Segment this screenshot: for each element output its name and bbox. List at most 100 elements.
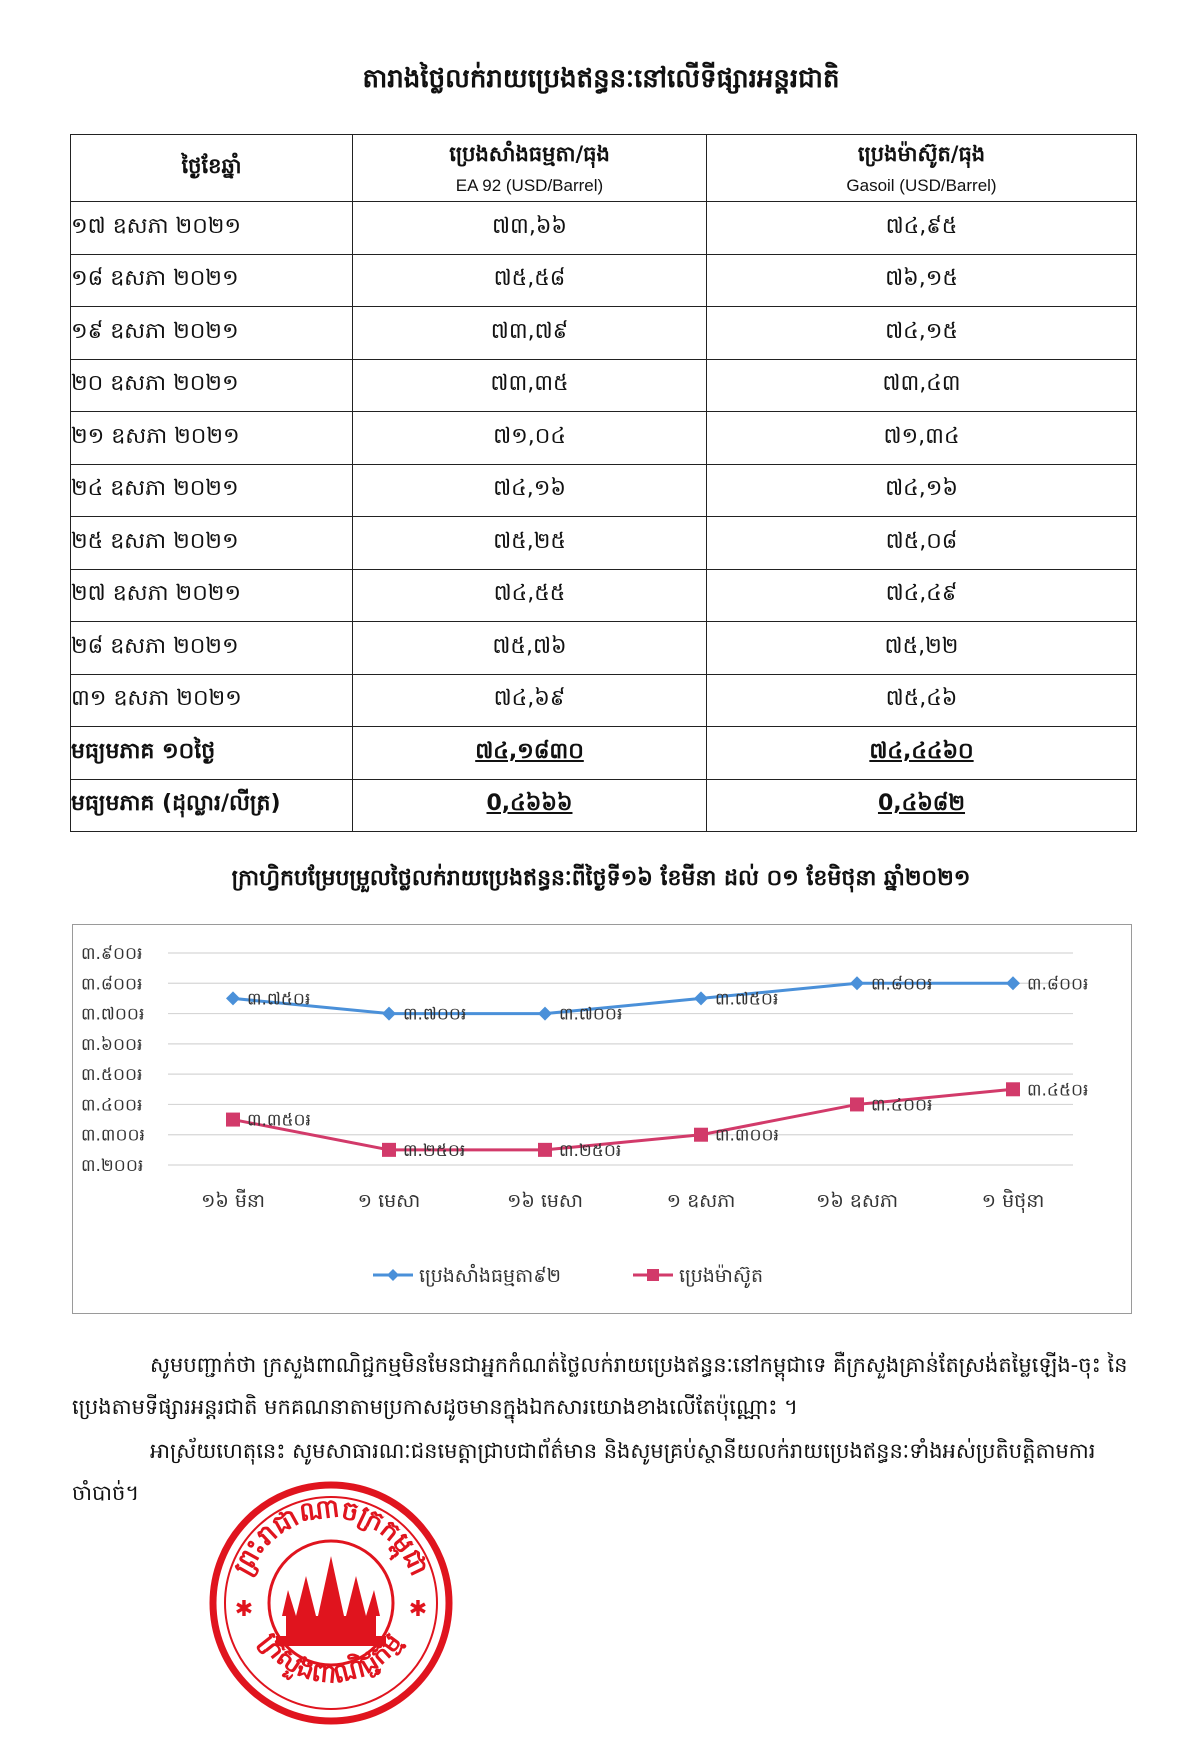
- gasoil-price-cell: ៧៤,៩៥: [706, 201, 1137, 255]
- chart-title: ក្រាហ្វិកបម្រែបម្រួលថ្លៃលក់រាយប្រេងឥន្ធន…: [231, 866, 971, 891]
- table-row: ២១ ឧសភា ២០២១ ៧១,០៤ ៧១,៣៤: [70, 411, 1137, 465]
- table-row: ២៨ ឧសភា ២០២១ ៧៥,៧៦ ៧៥,២២: [70, 621, 1137, 675]
- data-point: [226, 1112, 240, 1127]
- gasoil-price-cell: ៧៦,១៥: [706, 253, 1137, 307]
- date-cell: ១៨ ឧសភា ២០២១: [70, 253, 353, 307]
- data-label: ៣.៨០០៛: [1027, 974, 1088, 994]
- data-point: [850, 976, 864, 991]
- table-row: ២៤ ឧសភា ២០២១ ៧៤,១៦ ៧៤,១៦: [70, 463, 1137, 517]
- data-point: [850, 1097, 864, 1112]
- ea92-price-cell: ៧៤,៥៥: [352, 568, 707, 622]
- legend-label: ប្រេងសាំងធម្មតា៩២: [419, 1263, 561, 1287]
- gasoil-price-cell: ៧៥,៤៦: [706, 673, 1137, 727]
- average-per-litre-ea92: 0,៤៦៦៦: [352, 778, 707, 832]
- date-cell: ២៧ ឧសភា ២០២១: [70, 568, 353, 622]
- table-body: ១៧ ឧសភា ២០២១ ៧៣,៦៦ ៧៤,៩៥ ១៨ ឧសភា ២០២១ ៧៥…: [70, 201, 1137, 832]
- header-ea92: ប្រេងសាំងធម្មតា/ធុង EA 92 (USD/Barrel): [352, 134, 707, 202]
- legend-marker: [647, 1269, 659, 1281]
- data-label: ៣.២៥០៛: [403, 1141, 465, 1161]
- y-tick-label: ៣.៥០០៛: [81, 1065, 142, 1085]
- table-row: ១៧ ឧសភា ២០២១ ៧៣,៦៦ ៧៤,៩៥: [70, 201, 1137, 255]
- legend-label: ប្រេងម៉ាស៊ូត: [679, 1264, 763, 1289]
- gasoil-price-cell: ៧៤,១៦: [706, 463, 1137, 517]
- x-tick-label: ១៦ មីនា: [201, 1188, 265, 1212]
- y-tick-label: ៣.២០០៛: [81, 1156, 143, 1176]
- x-tick-label: ១ មិថុនា: [982, 1188, 1045, 1214]
- table-row: ៣១ ឧសភា ២០២១ ៧៤,៦៩ ៧៥,៤៦: [70, 673, 1137, 727]
- ea92-price-cell: ៧៥,២៥: [352, 516, 707, 570]
- data-label: ៣.៧៥០៛: [247, 989, 310, 1009]
- date-cell: ២៨ ឧសភា ២០២១: [70, 621, 353, 675]
- price-table: ថ្ងៃខែឆ្នាំ ប្រេងសាំងធម្មតា/ធុង EA 92 (U…: [70, 134, 1137, 832]
- y-tick-label: ៣.៣០០៛: [81, 1126, 145, 1146]
- x-tick-label: ១៦ ឧសភា: [816, 1190, 898, 1212]
- data-label: ៣.៧៥០៛: [715, 989, 778, 1009]
- ea92-price-cell: ៧៥,៧៦: [352, 621, 707, 675]
- date-cell: ៣១ ឧសភា ២០២១: [70, 673, 353, 727]
- data-point: [226, 991, 240, 1006]
- date-cell: ១៩ ឧសភា ២០២១: [70, 306, 353, 360]
- data-label: ៣.៨០០៛: [871, 974, 932, 994]
- y-tick-label: ៣.៩០០៛: [81, 944, 142, 964]
- date-cell: ២០ ឧសភា ២០២១: [70, 358, 353, 412]
- ea92-price-cell: ៧៣,៧៩: [352, 306, 707, 360]
- date-cell: ២៥ ឧសភា ២០២១: [70, 516, 353, 570]
- data-point: [1006, 1082, 1020, 1097]
- data-label: ៣.៧០០៛: [403, 1005, 466, 1025]
- y-tick-label: ៣.៤០០៛: [81, 1095, 142, 1115]
- table-row: ២៥ ឧសភា ២០២១ ៧៥,២៥ ៧៥,០៨: [70, 516, 1137, 570]
- table-row: ១៨ ឧសភា ២០២១ ៧៥,៥៨ ៧៦,១៥: [70, 253, 1137, 307]
- angkor-temple-icon: [276, 1556, 386, 1646]
- ea92-price-cell: ៧៣,៦៦: [352, 201, 707, 255]
- paragraph-notice: សូមបញ្ជាក់ថា ក្រសួងពាណិជ្ជកម្មមិនមែនជាអ្…: [72, 1353, 1128, 1419]
- series-line: [232, 1087, 1014, 1152]
- data-label: ៣.៤៥០៛: [1027, 1080, 1088, 1100]
- header-gasoil: ប្រេងម៉ាស៊ូត/ធុង Gasoil (USD/Barrel): [706, 134, 1137, 202]
- header-date: ថ្ងៃខែឆ្នាំ: [70, 134, 353, 202]
- gasoil-price-cell: ៧៤,១៥: [706, 306, 1137, 360]
- ea92-price-cell: ៧៤,៦៩: [352, 673, 707, 727]
- data-point: [1006, 976, 1020, 991]
- data-label: ៣.៤០០៛: [871, 1095, 932, 1115]
- data-point: [538, 1006, 552, 1021]
- date-cell: ១៧ ឧសភា ២០២១: [70, 201, 353, 255]
- data-point: [382, 1006, 396, 1021]
- y-tick-label: ៣.៧០០៛: [81, 1005, 144, 1025]
- legend-marker: [387, 1269, 399, 1281]
- x-tick-label: ១ មេសា: [358, 1190, 421, 1212]
- ea92-price-cell: ៧៥,៥៨: [352, 253, 707, 307]
- gasoil-price-cell: ៧៤,៤៩: [706, 568, 1137, 622]
- table-row: ២៧ ឧសភា ២០២១ ៧៤,៥៥ ៧៤,៤៩: [70, 568, 1137, 622]
- ministry-seal: ព្រះរាជាណាចក្រកម្ពុជា ក្រសួងពាណិជ្ជកម្ម …: [209, 1481, 453, 1725]
- data-label: ៣.២៥០៛: [559, 1141, 621, 1161]
- star-icon: ✱: [409, 1597, 427, 1622]
- average-10-day-row: មធ្យមភាគ ១០ថ្ងៃ ៧៤,១៨៣០ ៧៤,៤៤៦០: [70, 726, 1137, 780]
- series-line: [232, 981, 1013, 1016]
- y-tick-label: ៣.៦០០៛: [81, 1035, 142, 1055]
- table-header-row: ថ្ងៃខែឆ្នាំ ប្រេងសាំងធម្មតា/ធុង EA 92 (U…: [70, 134, 1137, 202]
- paragraph-instruction: អាស្រ័យហេតុនេះ សូមសាធារណៈជនមេត្តាជ្រាបជា…: [72, 1439, 1096, 1505]
- gasoil-price-cell: ៧៣,៤៣: [706, 358, 1137, 412]
- price-line-chart: ៣.២០០៛ ៣.៣០០៛ ៣.៤០០៛ ៣.៥០០៛ ៣.៦០០៛ ៣.៧០០៛ ៣.៨០…: [72, 924, 1132, 1314]
- average-per-litre-row: មធ្យមភាគ (ដុល្លារ/លីត្រ) 0,៤៦៦៦ 0,៤៦៨២: [70, 778, 1137, 832]
- gasoil-price-cell: ៧៥,២២: [706, 621, 1137, 675]
- data-label: ៣.៣០០៛: [715, 1126, 779, 1146]
- data-label: ៣.៧០០៛: [559, 1005, 622, 1025]
- average-10-day-label: មធ្យមភាគ ១០ថ្ងៃ: [70, 726, 353, 780]
- data-point: [694, 991, 708, 1006]
- star-icon: ✱: [235, 1597, 253, 1622]
- table-row: ១៩ ឧសភា ២០២១ ៧៣,៧៩ ៧៤,១៥: [70, 306, 1137, 360]
- ea92-price-cell: ៧៤,១៦: [352, 463, 707, 517]
- x-tick-label: ១ ឧសភា: [667, 1190, 736, 1212]
- ea92-price-cell: ៧៣,៣៥: [352, 358, 707, 412]
- table-row: ២០ ឧសភា ២០២១ ៧៣,៣៥ ៧៣,៤៣: [70, 358, 1137, 412]
- x-tick-label: ១៦ មេសា: [507, 1190, 583, 1212]
- ea92-price-cell: ៧១,០៤: [352, 411, 707, 465]
- data-point: [382, 1142, 396, 1157]
- average-per-litre-label: មធ្យមភាគ (ដុល្លារ/លីត្រ): [70, 778, 353, 832]
- average-per-litre-gasoil: 0,៤៦៨២: [706, 778, 1137, 832]
- average-10-day-ea92: ៧៤,១៨៣០: [352, 726, 707, 780]
- average-10-day-gasoil: ៧៤,៤៤៦០: [706, 726, 1137, 780]
- data-point: [538, 1142, 552, 1157]
- page-title: តារាងថ្លៃលក់រាយប្រេងឥន្ធនៈនៅលើទីផ្សារអន្…: [362, 64, 840, 94]
